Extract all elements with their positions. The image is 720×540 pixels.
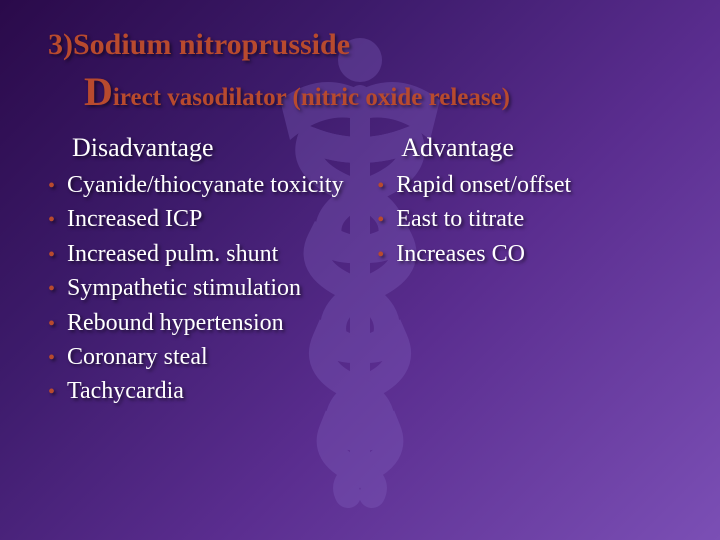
- bullet-icon: •: [377, 207, 384, 234]
- list-item: •Coronary steal: [48, 341, 367, 373]
- bullet-icon: •: [48, 311, 55, 338]
- list-item: •Cyanide/thiocyanate toxicity: [48, 169, 367, 201]
- list-item: •Increases CO: [377, 238, 672, 270]
- list-item: •Rebound hypertension: [48, 307, 367, 339]
- bullet-icon: •: [48, 276, 55, 303]
- list-item: •Increased ICP: [48, 203, 367, 235]
- bullet-icon: •: [48, 207, 55, 234]
- disadvantage-list: •Cyanide/thiocyanate toxicity •Increased…: [48, 169, 367, 408]
- bullet-icon: •: [48, 379, 55, 406]
- bullet-icon: •: [377, 173, 384, 200]
- subtitle-text: irect vasodilator (nitric oxide release): [113, 84, 510, 111]
- list-item: •Rapid onset/offset: [377, 169, 672, 201]
- advantage-list: •Rapid onset/offset •East to titrate •In…: [377, 169, 672, 270]
- bullet-icon: •: [48, 345, 55, 372]
- list-item: •Increased pulm. shunt: [48, 238, 367, 270]
- list-item: •Tachycardia: [48, 375, 367, 407]
- two-column-layout: Disadvantage •Cyanide/thiocyanate toxici…: [48, 133, 672, 410]
- disadvantage-column: Disadvantage •Cyanide/thiocyanate toxici…: [48, 133, 367, 410]
- advantage-heading: Advantage: [377, 133, 672, 163]
- bullet-icon: •: [48, 242, 55, 269]
- bullet-icon: •: [48, 173, 55, 200]
- subtitle-dropcap: D: [84, 69, 113, 114]
- list-item: •Sympathetic stimulation: [48, 272, 367, 304]
- bullet-icon: •: [377, 242, 384, 269]
- disadvantage-heading: Disadvantage: [48, 133, 367, 163]
- list-item: •East to titrate: [377, 203, 672, 235]
- slide-title: 3)Sodium nitroprusside: [48, 28, 672, 62]
- advantage-column: Advantage •Rapid onset/offset •East to t…: [377, 133, 672, 410]
- slide-subtitle: Direct vasodilator (nitric oxide release…: [84, 68, 672, 115]
